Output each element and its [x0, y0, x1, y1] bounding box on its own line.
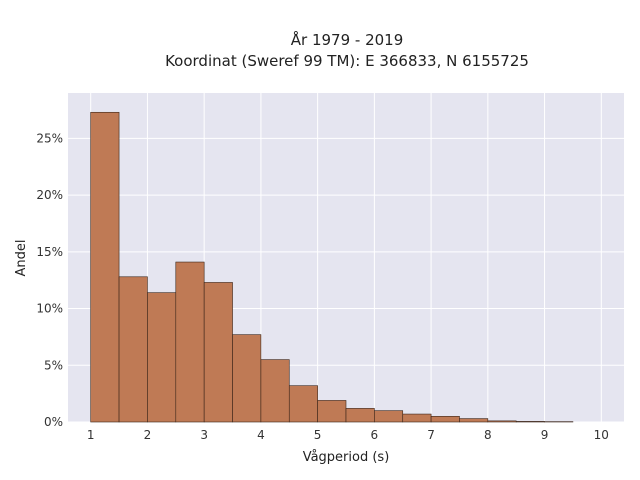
bar-9: [345, 408, 375, 423]
y-tick-label-3: 15%: [36, 245, 63, 259]
x-axis-label: Vågperiod (s): [303, 450, 390, 465]
bar-6: [260, 359, 290, 423]
y-tick-label-1: 5%: [44, 358, 63, 372]
bar-15: [515, 421, 545, 423]
y-tick-label-0: 0%: [44, 415, 63, 429]
bar-11: [402, 413, 432, 423]
y-tick-label-2: 10%: [36, 302, 63, 316]
bar-14: [487, 420, 517, 423]
y-tick-label-5: 25%: [36, 131, 63, 145]
chart-title-line-1: År 1979 - 2019: [291, 30, 404, 49]
x-axis-ticks: 1 2 3 4 5 6 7 8 9 10: [87, 428, 609, 442]
x-tick-label-9: 10: [594, 428, 609, 442]
x-tick-label-2: 3: [200, 428, 208, 442]
y-axis-ticks: 0% 5% 10% 15% 20% 25%: [36, 131, 63, 429]
bar-10: [374, 410, 404, 423]
bar-7: [288, 385, 318, 423]
y-tick-label-4: 20%: [36, 188, 63, 202]
bar-2: [147, 292, 177, 423]
x-tick-label-8: 9: [541, 428, 549, 442]
bar-4: [203, 282, 233, 423]
x-tick-label-5: 6: [371, 428, 379, 442]
bar-12: [430, 416, 460, 423]
bar-1: [118, 276, 148, 423]
x-tick-label-0: 1: [87, 428, 95, 442]
bar-5: [232, 334, 262, 423]
chart-title-line-2: Koordinat (Sweref 99 TM): E 366833, N 61…: [165, 52, 529, 70]
x-tick-label-4: 5: [314, 428, 322, 442]
x-tick-label-3: 4: [257, 428, 265, 442]
bars: [90, 111, 574, 423]
x-tick-label-7: 8: [484, 428, 492, 442]
x-tick-label-1: 2: [144, 428, 152, 442]
bar-13: [459, 418, 489, 423]
bar-8: [317, 400, 347, 423]
y-axis-label: Andel: [14, 240, 29, 277]
bar-0: [90, 111, 120, 423]
x-tick-label-6: 7: [427, 428, 435, 442]
bar-3: [175, 261, 205, 423]
